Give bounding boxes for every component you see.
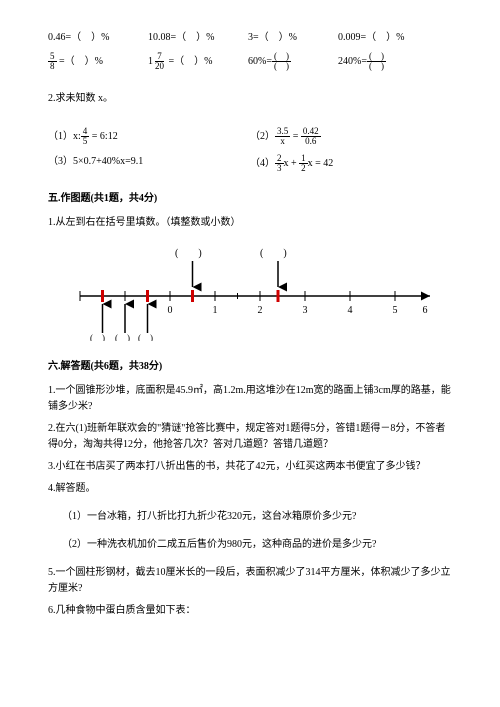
tick-3: 3: [303, 305, 308, 316]
conv-7-text: 60%=: [248, 56, 272, 67]
top-bracket-1: ( ): [175, 248, 202, 259]
q2-title: 2.求未知数 x。: [48, 91, 452, 107]
sec5-q1: 1.从左到右在括号里填数。（填整数或小数）: [48, 215, 452, 231]
conv-5: 58 =（ ）%: [48, 52, 148, 71]
tick-1: 1: [213, 305, 218, 316]
frac-paren-2: ( )( ): [367, 52, 386, 71]
frac-35-x: 3.5x: [275, 127, 290, 146]
frac-7-20: 720: [153, 52, 166, 71]
frac-042-06: 0.420.6: [301, 127, 321, 146]
bot-bracket-2: ( ): [115, 333, 130, 341]
eq-row-1: （1）x:45 = 6:12 （2）3.5x = 0.420.6: [48, 127, 452, 146]
eq-1: （1）x:45 = 6:12: [48, 127, 250, 146]
eq2-mid: =: [290, 131, 301, 142]
number-line: 0 1 2 3 4 5 6 ( ) ( ) ( ) ( ) ( ): [60, 241, 440, 341]
frac-1-2: 12: [299, 154, 308, 173]
tick-6: 6: [423, 305, 428, 316]
sec6-q4-2: （2）一种洗衣机加价二成五后售价为980元，这种商品的进价是多少元?: [48, 537, 452, 553]
top-bracket-2: ( ): [260, 248, 287, 259]
sec6-q1: 1.一个圆锥形沙堆，底面积是45.9㎡，高1.2m.用这堆沙在12m宽的路面上铺…: [48, 383, 452, 415]
conv-row-1: 0.46=（ ）% 10.08=（ ）% 3=（ ）% 0.009=（ ）%: [48, 30, 452, 46]
eq2-pre: （2）: [250, 131, 275, 142]
eq-2: （2）3.5x = 0.420.6: [250, 127, 452, 146]
frac-5-8: 58: [48, 52, 57, 71]
conv-4: 0.009=（ ）%: [338, 30, 404, 46]
conv-5-text: =（ ）%: [59, 56, 103, 67]
frac-4-5: 45: [81, 127, 90, 146]
eq-row-2: （3）5×0.7+40%x=9.1 （4）23x + 12x = 42: [48, 154, 452, 173]
bot-bracket-1: ( ): [90, 333, 105, 341]
sec5-title: 五.作图题(共1题，共4分): [48, 191, 452, 207]
eq4-mid: x +: [284, 158, 300, 169]
eq-4: （4）23x + 12x = 42: [250, 154, 452, 173]
tick-5: 5: [393, 305, 398, 316]
conv-3: 3=（ ）%: [248, 30, 338, 46]
sec6-title: 六.解答题(共6题，共38分): [48, 359, 452, 375]
conv-2: 10.08=（ ）%: [148, 30, 248, 46]
sec6-q4-1: （1）一台冰箱，打八折比打九折少花320元，这台冰箱原价多少元?: [48, 509, 452, 525]
eq4-post: x = 42: [308, 158, 334, 169]
sec6-q5: 5.一个圆柱形钢材，截去10厘米长的一段后，表面积减少了314平方厘米，体积减少…: [48, 565, 452, 597]
conv-6-text: =（ ）%: [169, 56, 213, 67]
bot-bracket-3: ( ): [138, 333, 153, 341]
frac-2-3: 23: [275, 154, 284, 173]
sec6-q2: 2.在六(1)班新年联欢会的"猜谜"抢答比赛中，规定答对1题得5分，答错1题得－…: [48, 421, 452, 453]
conv-6: 1720 =（ ）%: [148, 52, 248, 71]
conv-7: 60%=( )( ): [248, 52, 338, 71]
sec6-q3: 3.小红在书店买了两本打八折出售的书，共花了42元，小红买这两本书便宜了多少钱？: [48, 459, 452, 475]
eq-3: （3）5×0.7+40%x=9.1: [48, 154, 250, 173]
sec6-q4: 4.解答题。: [48, 481, 452, 497]
conv-8-text: 240%=: [338, 56, 367, 67]
frac-paren-1: ( )( ): [272, 52, 291, 71]
eq1-post: = 6:12: [89, 131, 117, 142]
conv-8: 240%=( )( ): [338, 52, 386, 71]
eq1-pre: （1）x:: [48, 131, 81, 142]
conv-1: 0.46=（ ）%: [48, 30, 148, 46]
eq4-pre: （4）: [250, 158, 275, 169]
tick-2: 2: [258, 305, 263, 316]
tick-4: 4: [348, 305, 353, 316]
tick-0: 0: [168, 305, 173, 316]
conv-row-2: 58 =（ ）% 1720 =（ ）% 60%=( )( ) 240%=( )(…: [48, 52, 452, 71]
sec6-q6: 6.几种食物中蛋白质含量如下表：: [48, 603, 452, 619]
